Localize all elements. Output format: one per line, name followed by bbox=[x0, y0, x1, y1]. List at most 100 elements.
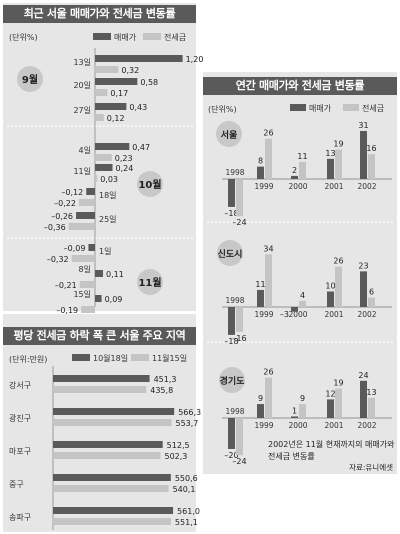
bar-value-label: 12 bbox=[325, 389, 335, 398]
bar-sale bbox=[86, 188, 95, 195]
bar-value-label: 31 bbox=[358, 121, 368, 130]
year-label: 1998 bbox=[225, 168, 244, 177]
bar-nov bbox=[53, 386, 147, 393]
year-label: 2002 bbox=[357, 182, 376, 191]
legend-swatch-sale bbox=[93, 33, 111, 40]
district-label: 강서구 bbox=[9, 380, 31, 390]
bar-value-label: 11 bbox=[297, 152, 307, 161]
bar-rent bbox=[95, 154, 112, 161]
bar-rent bbox=[78, 199, 95, 206]
bar-value-label: –18 bbox=[224, 209, 238, 218]
bar-rent bbox=[236, 307, 243, 332]
bar-sale bbox=[95, 164, 113, 171]
bar-value-label: –24 bbox=[232, 218, 246, 227]
bar-rent bbox=[79, 281, 95, 288]
bar-rent bbox=[265, 138, 272, 179]
bar-sale bbox=[291, 175, 298, 179]
row-date: 1일 bbox=[99, 247, 111, 256]
legend-swatch-rent bbox=[343, 104, 359, 111]
year-label: 2000 bbox=[288, 182, 307, 191]
bar-sale bbox=[88, 244, 95, 251]
year-label: 2000 bbox=[288, 421, 307, 430]
bar-value-label: 0,24 bbox=[116, 164, 134, 173]
row-date: 25일 bbox=[99, 215, 117, 224]
bar-sale bbox=[257, 404, 264, 418]
year-label: 2001 bbox=[324, 421, 343, 430]
bar-rent bbox=[95, 66, 119, 73]
district-label: 마포구 bbox=[9, 447, 31, 456]
region-circle bbox=[217, 240, 243, 266]
bar-rent bbox=[335, 149, 342, 179]
bar-value-label: –0,21 bbox=[55, 281, 77, 290]
year-label: 2002 bbox=[357, 421, 376, 430]
year-label: 1998 bbox=[225, 407, 244, 416]
footnote: 2002년은 11월 현재까지의 매매가와 전세금 변동률 bbox=[268, 439, 395, 461]
region-circle bbox=[216, 121, 242, 147]
bar-sale bbox=[360, 271, 367, 307]
legend-swatch-rent bbox=[143, 33, 161, 40]
bar-rent bbox=[81, 306, 95, 313]
bar-value-label: –0,36 bbox=[44, 223, 66, 232]
district-title: 평당 전세금 하락 폭 큰 서울 주요 지역 bbox=[3, 327, 196, 345]
bar-value-label: 0,17 bbox=[110, 89, 128, 98]
bar-value-label: 26 bbox=[333, 257, 343, 266]
bar-value-label: 0,11 bbox=[106, 270, 124, 279]
row-date: 15일 bbox=[73, 290, 91, 299]
bar-value-label: –3 bbox=[280, 310, 289, 319]
bar-value-label: 19 bbox=[333, 140, 343, 149]
bar-value-label: 0,47 bbox=[132, 143, 150, 152]
bar-nov bbox=[53, 485, 169, 492]
bar-value-label: 435,8 bbox=[150, 386, 173, 395]
bar-oct bbox=[53, 408, 175, 415]
bar-sale bbox=[95, 103, 127, 110]
bar-value-label: 26 bbox=[263, 129, 273, 138]
bar-rent bbox=[236, 418, 243, 456]
region-label: 신도시 bbox=[218, 248, 243, 260]
bar-value-label: 0,32 bbox=[121, 66, 139, 75]
bar-nov bbox=[53, 452, 161, 459]
year-label: 1998 bbox=[225, 296, 244, 305]
year-label: 1999 bbox=[254, 182, 273, 191]
row-date: 27일 bbox=[73, 106, 91, 115]
bar-sale bbox=[327, 291, 334, 307]
month-label: 11월 bbox=[138, 277, 161, 289]
bar-sale bbox=[257, 289, 264, 307]
region-circle bbox=[219, 367, 245, 393]
bar-rent bbox=[368, 154, 375, 179]
bar-rent bbox=[68, 223, 95, 230]
unit-label: (단위%) bbox=[208, 104, 237, 114]
bar-value-label: 1,20 bbox=[186, 55, 204, 64]
unit-label: (단위:만원) bbox=[9, 354, 47, 364]
bar-sale bbox=[327, 399, 334, 418]
bar-value-label: 23 bbox=[358, 261, 368, 270]
district-label: 중구 bbox=[9, 480, 24, 489]
bar-value-label: 16 bbox=[366, 144, 376, 153]
bar-nov bbox=[53, 518, 171, 525]
bar-sale bbox=[360, 130, 367, 179]
bar-value-label: 9 bbox=[300, 394, 305, 403]
bar-value-label: 4 bbox=[300, 291, 305, 300]
legend-swatch-oct bbox=[72, 354, 90, 361]
bar-value-label: 10 bbox=[325, 282, 335, 291]
bar-rent bbox=[335, 266, 342, 307]
bar-rent bbox=[299, 161, 306, 179]
bar-sale bbox=[95, 295, 102, 302]
bar-value-label: 8 bbox=[258, 157, 263, 166]
bar-value-label: 550,6 bbox=[175, 474, 198, 483]
legend-label-rent: 전세금 bbox=[362, 103, 384, 113]
bar-value-label: 9 bbox=[258, 394, 263, 403]
bar-value-label: 502,3 bbox=[164, 452, 187, 461]
bar-value-label: 0,09 bbox=[105, 295, 123, 304]
bar-value-label: 0,43 bbox=[129, 103, 147, 112]
bar-sale bbox=[360, 380, 367, 418]
bar-oct bbox=[53, 375, 150, 382]
bar-oct bbox=[53, 441, 163, 448]
bar-value-label: 451,3 bbox=[154, 375, 177, 384]
legend-label-sale: 매매가 bbox=[309, 104, 332, 113]
bar-sale bbox=[95, 270, 104, 277]
bar-value-label: –18 bbox=[224, 337, 238, 346]
legend-label-oct: 10월18일 bbox=[93, 353, 128, 363]
